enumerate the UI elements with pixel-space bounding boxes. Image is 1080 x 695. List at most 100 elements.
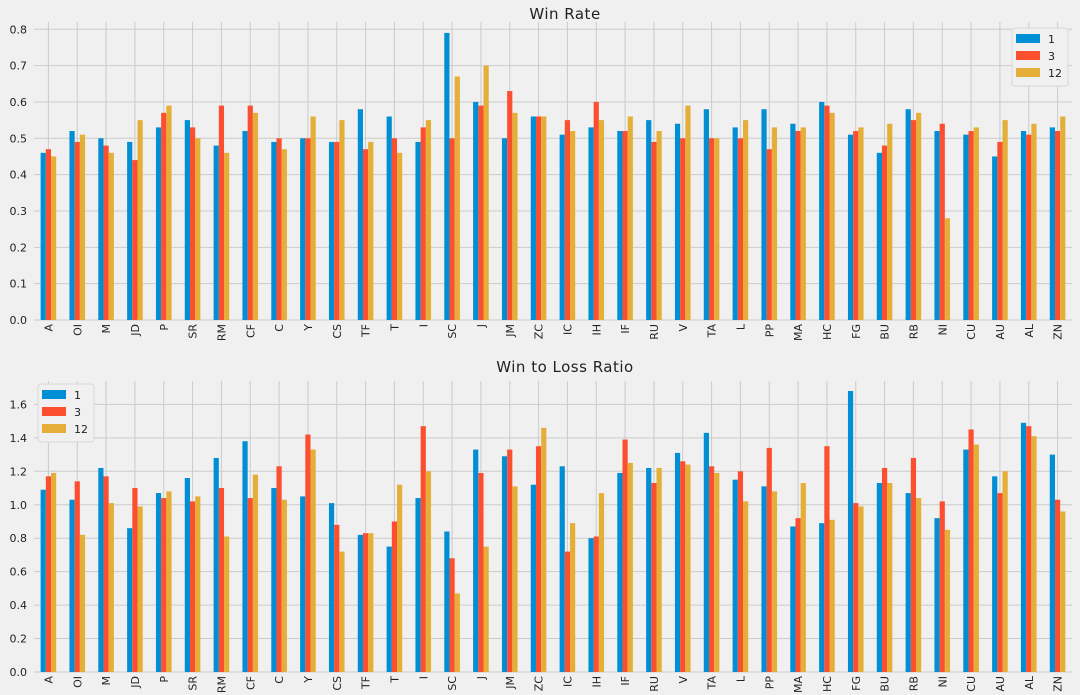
bar-1-ZN	[1049, 127, 1055, 320]
bar-1-BU	[876, 483, 882, 672]
bar-3-I	[420, 426, 426, 672]
bar-12-IH	[598, 120, 605, 321]
bar-3-J	[478, 472, 484, 672]
bar-12-NI	[944, 218, 951, 320]
y-tick-label: 0.4	[10, 599, 28, 612]
bar-12-J	[483, 65, 489, 320]
bar-3-IH	[593, 536, 599, 672]
x-tick-label: I	[417, 324, 430, 327]
x-tick-label: SC	[446, 676, 459, 691]
x-tick-label: HC	[821, 324, 834, 340]
bar-12-RB	[916, 498, 922, 672]
x-tick-label: OI	[71, 676, 84, 688]
bar-3-BU	[881, 467, 888, 672]
bar-1-IH	[588, 538, 594, 672]
bar-3-M	[103, 145, 109, 320]
bar-3-HC	[824, 446, 830, 672]
bar-12-L	[743, 120, 749, 321]
bar-12-V	[685, 464, 691, 672]
x-tick-label: IH	[590, 324, 603, 336]
bar-12-PP	[771, 491, 778, 672]
x-tick-label: HC	[821, 676, 834, 692]
bar-12-IH	[598, 493, 605, 672]
chart-title: Win Rate	[529, 5, 600, 23]
bar-1-HC	[819, 101, 825, 320]
bar-1-RM	[213, 145, 219, 320]
bar-12-RM	[224, 536, 230, 672]
x-tick-label: RM	[215, 676, 228, 693]
y-tick-label: 0.0	[10, 666, 28, 679]
bar-1-RB	[905, 109, 911, 320]
bar-3-RB	[910, 120, 917, 321]
x-tick-label: IC	[561, 676, 574, 687]
bar-12-AU	[1002, 471, 1008, 672]
x-tick-label: AL	[1023, 323, 1036, 338]
bar-12-A	[51, 472, 57, 672]
bar-1-TA	[703, 109, 709, 320]
bar-3-JD	[132, 488, 138, 672]
bar-1-IC	[559, 466, 565, 672]
bar-12-TF	[368, 141, 374, 320]
x-tick-label: CF	[244, 676, 257, 690]
bar-12-SR	[195, 138, 201, 320]
bar-1-RB	[905, 493, 911, 672]
bar-1-A	[40, 152, 46, 320]
bar-1-SC	[444, 32, 450, 321]
bar-1-Y	[300, 496, 306, 672]
bar-3-L	[737, 471, 744, 672]
y-tick-label: 0.2	[10, 633, 28, 646]
bar-12-M	[108, 152, 114, 320]
bar-3-SR	[189, 127, 196, 320]
bar-12-OI	[79, 134, 86, 320]
bar-1-T	[386, 116, 392, 321]
x-tick-label: TF	[360, 676, 373, 690]
bar-3-TF	[362, 533, 369, 672]
bar-12-NI	[944, 529, 951, 672]
bar-12-Y	[310, 449, 316, 672]
x-tick-label: SR	[187, 324, 200, 339]
bar-12-P	[166, 105, 172, 320]
bar-1-SC	[444, 531, 450, 672]
x-tick-label: RB	[907, 324, 920, 339]
bar-1-CF	[242, 131, 248, 320]
bar-3-A	[45, 476, 52, 672]
x-tick-label: V	[677, 676, 690, 684]
bar-3-IC	[564, 120, 571, 321]
legend-label: 1	[1048, 33, 1055, 46]
bar-1-PP	[761, 109, 767, 320]
x-tick-label: PP	[763, 676, 776, 690]
x-tick-label: IH	[590, 676, 603, 688]
x-tick-label: IC	[561, 324, 574, 335]
legend-swatch	[42, 390, 66, 399]
bar-12-CU	[973, 127, 979, 320]
bar-3-AL	[1026, 134, 1032, 320]
bar-12-TA	[714, 472, 720, 672]
y-tick-label: 0.8	[10, 532, 28, 545]
bar-12-T	[397, 484, 403, 672]
x-tick-label: ZC	[533, 324, 546, 340]
bar-3-IH	[593, 101, 599, 320]
x-tick-label: BU	[879, 324, 892, 340]
bar-3-RM	[218, 105, 225, 320]
bar-12-RU	[656, 467, 662, 672]
bar-12-MA	[800, 127, 806, 320]
legend-label: 12	[1048, 67, 1062, 80]
bar-12-I	[425, 120, 432, 321]
y-tick-label: 0.6	[10, 96, 28, 109]
bar-12-L	[743, 501, 749, 672]
bar-12-FG	[858, 506, 864, 672]
bar-1-NI	[934, 131, 940, 320]
bar-3-T	[391, 138, 398, 320]
bar-1-RU	[646, 120, 652, 321]
x-tick-label: CF	[244, 324, 257, 338]
bar-12-C	[281, 149, 287, 320]
bar-1-C	[271, 488, 277, 672]
bar-1-ZC	[530, 484, 536, 672]
x-tick-label: JD	[129, 324, 142, 337]
bar-3-RB	[910, 457, 917, 672]
plot-area	[34, 22, 1072, 320]
bar-1-RM	[213, 457, 219, 672]
bar-3-NI	[939, 123, 945, 320]
bar-3-TA	[708, 138, 715, 320]
